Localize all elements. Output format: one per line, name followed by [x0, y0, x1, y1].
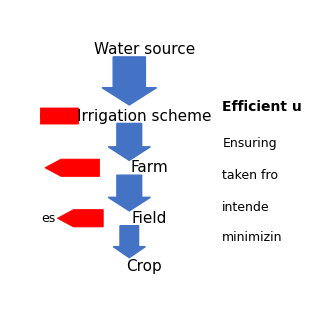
FancyArrow shape: [113, 226, 145, 258]
Text: es: es: [41, 212, 55, 225]
FancyArrow shape: [102, 57, 156, 105]
Text: taken fro: taken fro: [222, 169, 278, 182]
FancyArrow shape: [108, 124, 150, 160]
Text: Field: Field: [132, 211, 167, 226]
Text: Ensuring: Ensuring: [222, 137, 277, 150]
Text: Crop: Crop: [126, 259, 162, 274]
FancyArrow shape: [45, 159, 100, 176]
Text: Farm: Farm: [130, 160, 168, 175]
Text: Efficient u: Efficient u: [222, 100, 302, 114]
Text: Water source: Water source: [93, 42, 195, 57]
Text: minimizin: minimizin: [222, 231, 283, 244]
FancyArrow shape: [57, 210, 103, 227]
FancyArrow shape: [40, 108, 78, 124]
FancyArrow shape: [108, 175, 150, 211]
Text: intende: intende: [222, 201, 270, 214]
Text: Irrigation scheme: Irrigation scheme: [77, 108, 212, 124]
